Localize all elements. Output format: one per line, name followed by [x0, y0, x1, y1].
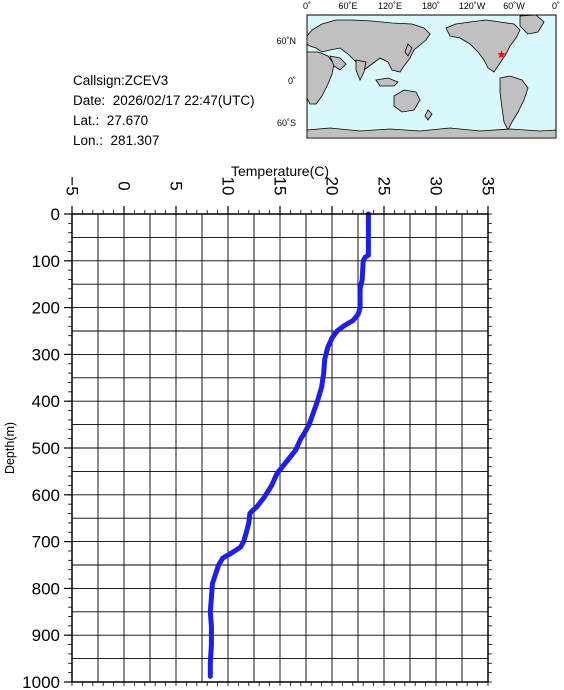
x-tick-label: 25	[375, 177, 394, 196]
callsign-value: ZCEV3	[124, 73, 169, 88]
y-tick-label: 800	[32, 579, 60, 598]
y-tick-label: 300	[32, 345, 60, 364]
float-info-panel: Callsign:ZCEV3 Date: 2026/02/17 22:47(UT…	[73, 71, 255, 151]
y-tick-label: 400	[32, 392, 60, 411]
y-tick-label: 900	[32, 626, 60, 645]
land-africa	[306, 51, 335, 105]
y-tick-label: 600	[32, 486, 60, 505]
y-axis-title: Depth(m)	[3, 422, 17, 474]
lon-row: Lon.: 281.307	[73, 131, 255, 151]
date-row: Date: 2026/02/17 22:47(UTC)	[73, 91, 255, 111]
land-greenland	[519, 14, 545, 35]
chart-ticks	[64, 206, 492, 686]
lat-value: 27.670	[106, 113, 149, 128]
land-japan	[404, 43, 413, 57]
lat-row: Lat.: 27.670	[73, 111, 255, 131]
lon-label: Lon.:	[73, 133, 104, 148]
map-lon-label: 60˚W	[503, 1, 525, 11]
date-value: 2026/02/17 22:47(UTC)	[112, 93, 255, 108]
x-tick-label: 15	[271, 177, 290, 196]
map-lon-label: 0˚	[303, 1, 311, 11]
land-australia	[393, 89, 421, 113]
plot-frame	[71, 213, 489, 683]
lon-value: 281.307	[110, 133, 160, 148]
x-tick-label: 35	[479, 177, 498, 196]
x-axis-title: Temperature(C)	[231, 163, 329, 179]
map-lon-label: 0˚	[552, 1, 560, 11]
callsign-label: Callsign:	[73, 73, 125, 88]
temperature-profile-line	[207, 211, 371, 679]
y-tick-labels: 0 100 200 300 400 500 600 700 800 900 1000	[22, 205, 60, 690]
map-landmasses	[306, 14, 557, 139]
map-lon-label: 60˚E	[338, 1, 357, 11]
map-lat-label: 60˚N	[276, 36, 296, 46]
map-lon-label: 120˚E	[378, 1, 402, 11]
x-tick-label: 10	[219, 177, 238, 196]
y-tick-label: 700	[32, 533, 60, 552]
land-indonesia	[375, 77, 399, 87]
x-tick-label: −5	[63, 176, 82, 195]
location-marker-star-icon	[497, 50, 506, 59]
land-south-america	[499, 75, 529, 131]
map-lon-label: 180˚	[422, 1, 440, 11]
y-tick-label: 100	[32, 252, 60, 271]
lat-label: Lat.:	[73, 113, 100, 128]
map-lat-label: 0˚	[288, 76, 296, 86]
callsign-row: Callsign:ZCEV3	[73, 71, 255, 91]
land-new-zealand	[424, 109, 433, 121]
map-lon-label: 120˚W	[459, 1, 486, 11]
x-tick-label: 0	[115, 181, 134, 190]
land-antarctica	[306, 127, 557, 139]
x-tick-label: 20	[323, 177, 342, 196]
x-tick-label: 5	[167, 181, 186, 190]
land-india	[355, 59, 367, 81]
land-arabia	[329, 55, 347, 71]
chart-grid	[71, 213, 489, 683]
y-tick-label: 200	[32, 299, 60, 318]
x-tick-label: 30	[427, 177, 446, 196]
x-tick-labels: −5 0 5 10 15 20 25 30 35	[63, 176, 498, 195]
y-tick-label: 0	[51, 205, 60, 224]
land-north-america	[445, 19, 521, 73]
land-eurasia	[306, 19, 431, 73]
map-lat-label: 60˚S	[277, 118, 296, 128]
y-tick-label: 500	[32, 439, 60, 458]
date-label: Date:	[73, 93, 106, 108]
y-tick-label: 1000	[22, 673, 60, 690]
world-map: 0˚ 60˚E 120˚E 180˚ 120˚W 60˚W 0˚ 60˚N 0˚ 60˚S	[276, 1, 560, 139]
